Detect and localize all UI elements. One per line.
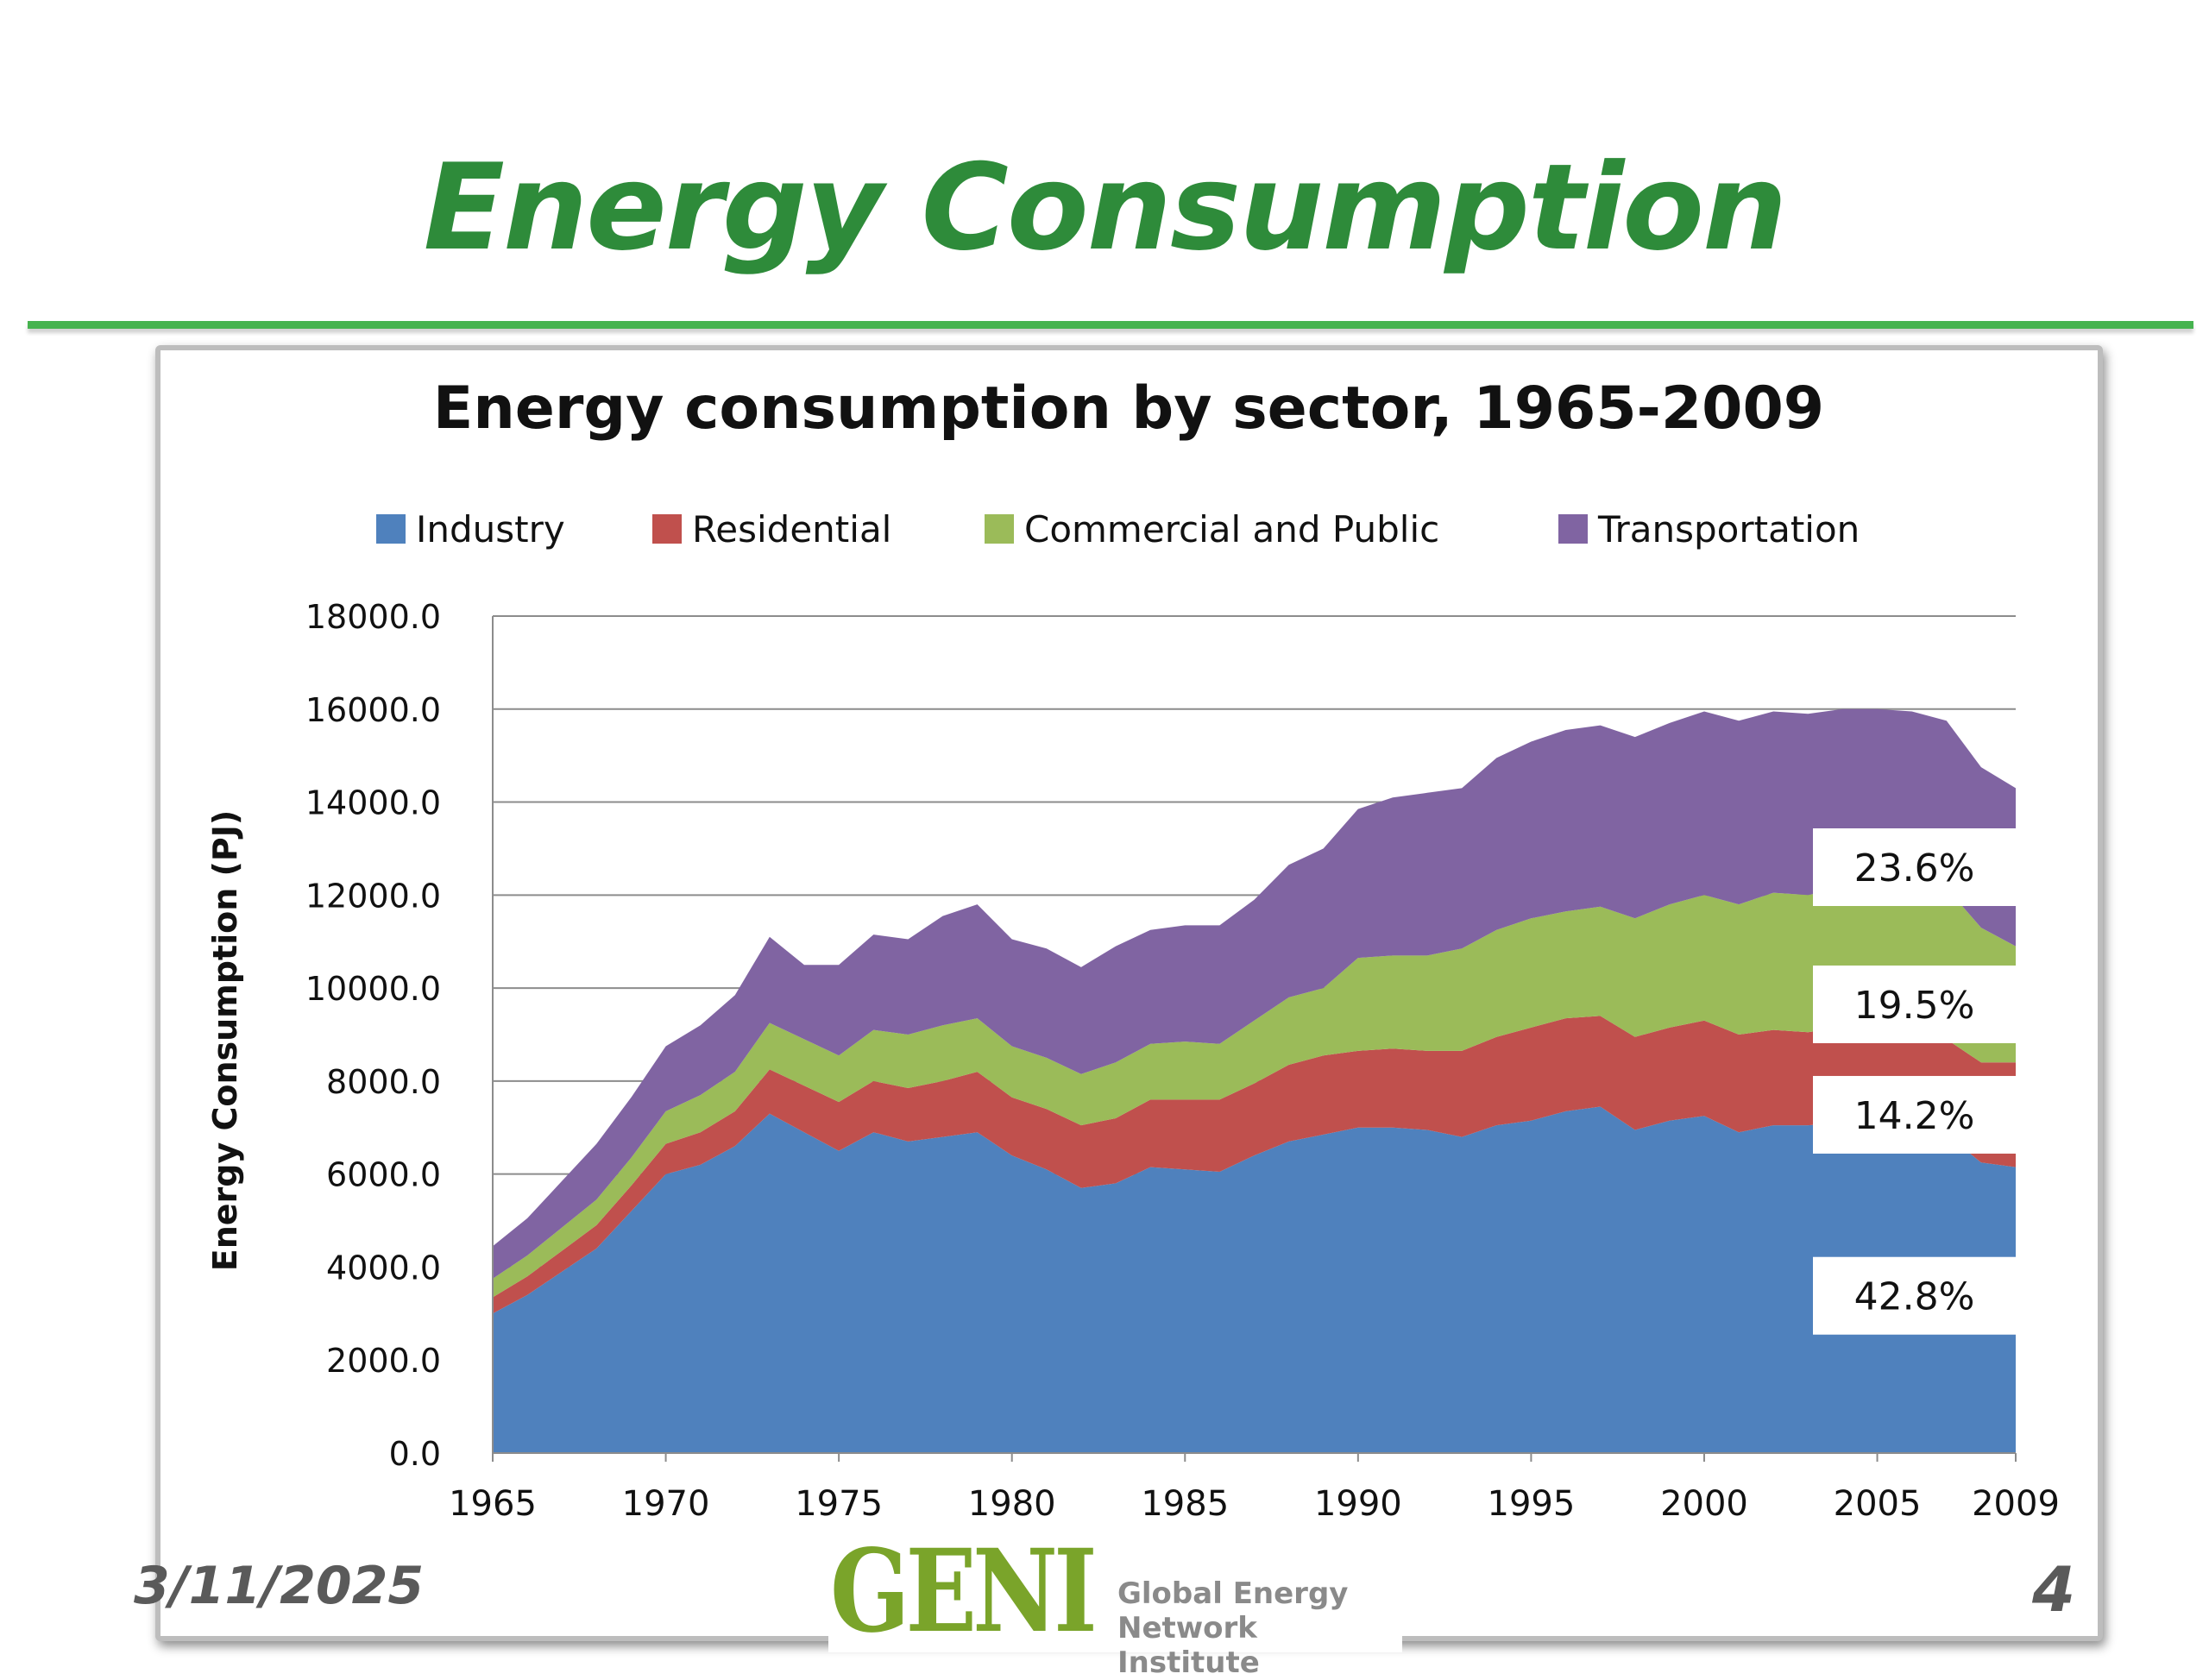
- area-residential: [493, 1016, 2016, 1314]
- chart-annotations: 42.8% 14.2% 19.5% 23.6%: [1813, 828, 2016, 1335]
- title-divider: [28, 321, 2193, 329]
- y-tick-label: 12000.0: [305, 877, 441, 915]
- area-transportation: [493, 708, 2016, 1279]
- share-label-box: [1813, 1075, 2016, 1154]
- share-label-text: 14.2%: [1854, 1094, 1975, 1138]
- x-tick-label: 1985: [1141, 1484, 1229, 1524]
- y-tick-label: 6000.0: [326, 1156, 441, 1194]
- legend-swatch: [985, 514, 1014, 544]
- legend-item-residential: Residential: [652, 508, 891, 551]
- chart-legend: Industry Residential Commercial and Public…: [376, 508, 1860, 551]
- x-tick-label: 1990: [1314, 1484, 1402, 1524]
- x-tick-label: 2000: [1660, 1484, 1748, 1524]
- share-label-commercial-and-public: 19.5%: [1813, 965, 2016, 1043]
- x-tick-label: 1970: [622, 1484, 710, 1524]
- legend-item-transportation: Transportation: [1558, 508, 1860, 551]
- x-tick-label: 1975: [795, 1484, 883, 1524]
- share-label-industry: 42.8%: [1813, 1256, 2016, 1335]
- legend-label: Commercial and Public: [1024, 508, 1439, 551]
- y-tick-label: 18000.0: [305, 598, 441, 636]
- x-tick-label: 1980: [968, 1484, 1056, 1524]
- share-label-box: [1813, 1256, 2016, 1335]
- chart-frame: Energy consumption by sector, 1965-2009 …: [155, 345, 2103, 1641]
- page-number: 4: [2032, 1553, 2076, 1626]
- y-tick-label: 4000.0: [326, 1249, 441, 1287]
- share-label-residential: 14.2%: [1813, 1075, 2016, 1154]
- share-label-transportation: 23.6%: [1813, 828, 2016, 906]
- legend-item-commercial-and-public: Commercial and Public: [985, 508, 1439, 551]
- y-axis-label: Energy Consumption (PJ): [206, 810, 244, 1272]
- chart: Energy consumption by sector, 1965-2009 …: [206, 374, 2060, 1524]
- share-label-text: 19.5%: [1854, 984, 1975, 1028]
- legend-item-industry: Industry: [376, 508, 565, 551]
- x-tick-label: 2005: [1834, 1484, 1922, 1524]
- legend-swatch: [376, 514, 406, 544]
- chart-axes: 0.0 2000.0 4000.0 6000.0 8000.0 10000.0 12000.…: [305, 598, 2060, 1524]
- x-tick-label: 1995: [1488, 1484, 1576, 1524]
- chart-areas: [493, 708, 2016, 1453]
- y-tick-label: 14000.0: [305, 784, 441, 822]
- logo-text: Global Energy Network Institute: [1117, 1576, 1402, 1680]
- y-tick-label: 16000.0: [305, 691, 441, 729]
- legend-label: Transportation: [1597, 508, 1860, 551]
- area-commercial-and-public: [493, 883, 2016, 1298]
- y-tick-label: 2000.0: [326, 1342, 441, 1380]
- y-tick-label: 10000.0: [305, 970, 441, 1008]
- geni-logo: GENI Global Energy Network Institute: [828, 1525, 1402, 1680]
- logo-line-1: Global Energy: [1117, 1576, 1349, 1611]
- share-label-text: 42.8%: [1854, 1275, 1975, 1319]
- y-tick-label: 0.0: [389, 1435, 441, 1473]
- share-label-text: 23.6%: [1854, 846, 1975, 890]
- share-label-box: [1813, 828, 2016, 906]
- y-tick-label: 8000.0: [326, 1063, 441, 1101]
- x-tick-label: 1965: [449, 1484, 537, 1524]
- chart-title: Energy consumption by sector, 1965-2009: [433, 374, 1824, 443]
- logo-mark: GENI: [830, 1525, 1098, 1658]
- area-industry: [493, 1106, 2016, 1453]
- legend-swatch: [652, 514, 682, 544]
- footer-date: 3/11/2025: [134, 1556, 425, 1616]
- share-label-box: [1813, 965, 2016, 1043]
- legend-swatch: [1558, 514, 1588, 544]
- legend-label: Industry: [416, 508, 565, 551]
- logo-line-2: Network Institute: [1117, 1611, 1260, 1680]
- legend-label: Residential: [692, 508, 891, 551]
- slide-title: Energy Consumption: [423, 138, 1788, 277]
- x-tick-label: 2009: [1972, 1484, 2060, 1524]
